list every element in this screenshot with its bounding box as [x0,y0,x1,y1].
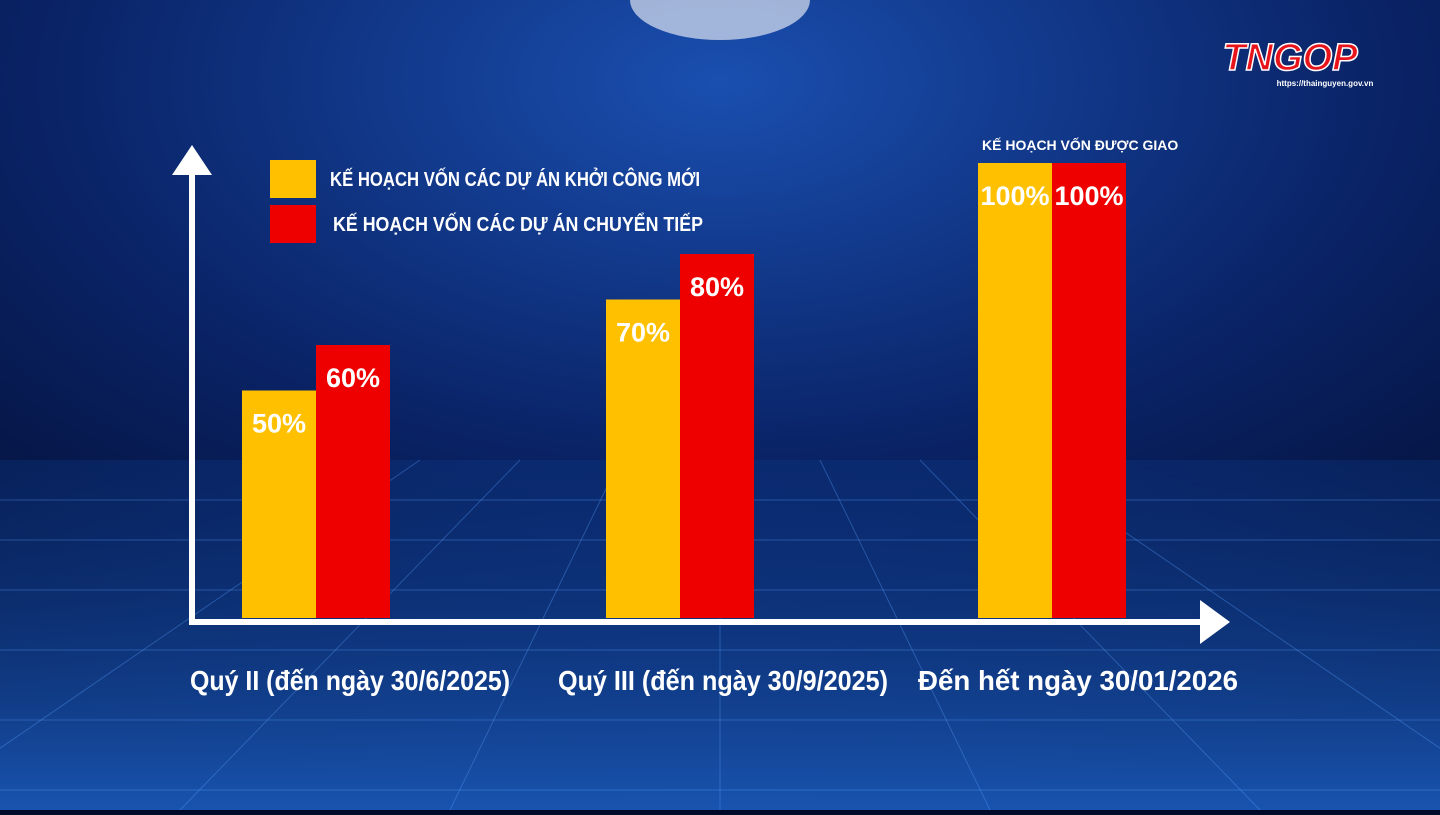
legend-label: KẾ HOẠCH VỐN CÁC DỰ ÁN CHUYỂN TIẾP [333,212,703,236]
value-label: 70% [616,318,670,348]
bar [606,299,680,618]
value-label: 100% [1054,181,1123,211]
legend-swatch [270,160,316,198]
x-tick-label: Quý II (đến ngày 30/6/2025) [190,665,510,696]
bar [978,163,1052,618]
legend-swatch [270,205,316,243]
x-tick-label: Quý III (đến ngày 30/9/2025) [558,665,888,696]
x-axis-arrow [1200,600,1230,644]
annotation: KẾ HOẠCH VỐN ĐƯỢC GIAO [982,136,1178,153]
legend-label: KẾ HOẠCH VỐN CÁC DỰ ÁN KHỞI CÔNG MỚI [330,167,700,191]
value-label: 80% [690,272,744,302]
logo-text: TNGOP [1222,37,1358,79]
bar [316,345,390,618]
value-label: 50% [252,409,306,439]
logo-url: https://thainguyen.gov.vn [1277,79,1374,88]
light-flare [630,0,810,40]
bar [680,254,754,618]
value-label: 60% [326,363,380,393]
value-label: 100% [980,181,1049,211]
bar [1052,163,1126,618]
y-axis-arrow [172,145,212,175]
axes [189,168,1210,625]
x-tick-label: Đến hết ngày 30/01/2026 [918,665,1238,696]
bar [242,390,316,618]
